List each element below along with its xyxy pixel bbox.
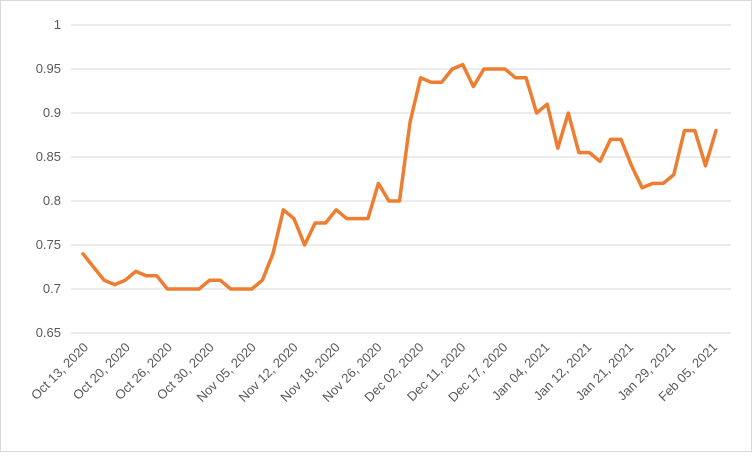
- y-tick-label: 0.9: [43, 105, 61, 120]
- y-tick-label: 0.75: [36, 237, 61, 252]
- y-tick-label: 1: [54, 17, 61, 32]
- y-tick-label: 0.85: [36, 149, 61, 164]
- y-tick-label: 0.95: [36, 61, 61, 76]
- series-layer: [81, 62, 718, 291]
- y-tick-label: 0.65: [36, 325, 61, 340]
- y-tick-label: 0.8: [43, 193, 61, 208]
- y-axis-tick-labels: 0.65 0.7 0.75 0.8 0.85 0.9 0.95 1: [36, 17, 61, 340]
- series-line: [81, 62, 718, 291]
- y-tick-label: 0.7: [43, 281, 61, 296]
